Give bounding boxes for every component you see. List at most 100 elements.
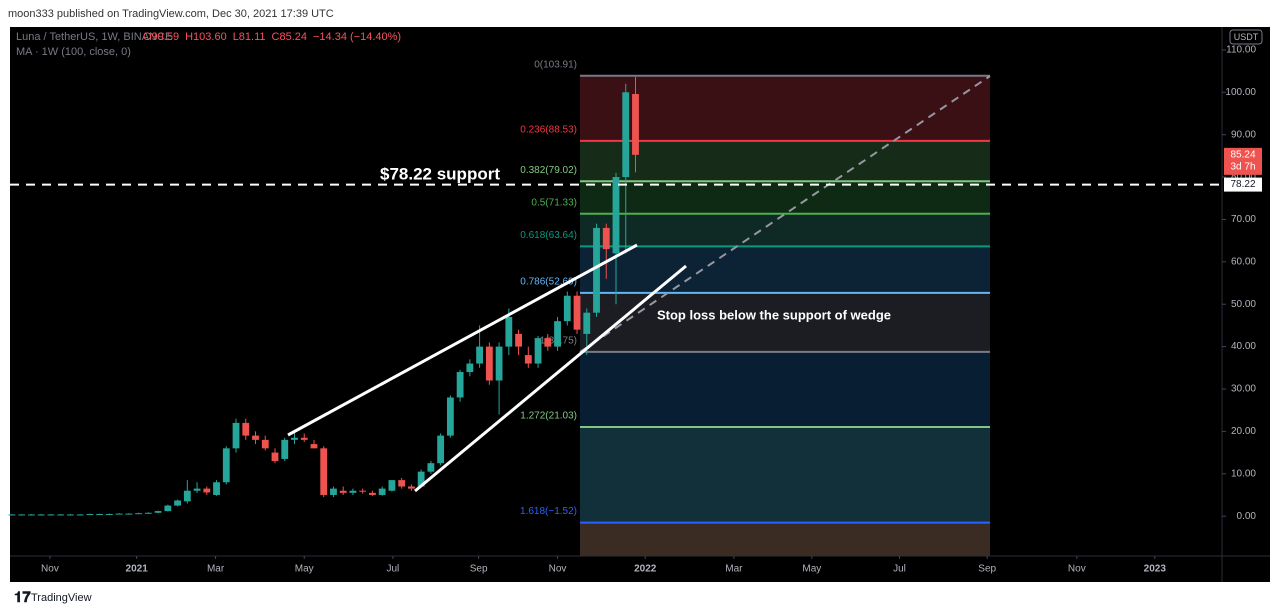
fib-label: 0.786(52.69) [520,276,577,287]
ohlc-value: O99.59 [143,31,179,43]
candle-body [86,514,94,516]
axes: 0.00 10.00 20.00 30.00 40.00 50.00 60.00 70.00 8… [41,45,1256,575]
support-annotation: $78.22 support [380,164,500,183]
candle-body [203,488,211,493]
candle-body [515,333,522,347]
candle-body [388,480,396,491]
candle-body [476,346,484,364]
candle-body [164,505,172,512]
y-tick-label: 0.00 [1237,511,1257,522]
candle-body [310,444,318,449]
fib-label: 0.5(71.33) [531,197,577,208]
candle-body [612,177,620,254]
candle-body [300,437,308,440]
candle-body [602,227,610,250]
candle-body [213,482,220,495]
candle-body [495,346,503,381]
x-tick-label: 2021 [126,564,149,575]
candle-body [252,435,259,440]
x-tick-label: Mar [725,564,743,575]
candle-body [174,500,181,506]
candle-body [232,422,240,449]
candle-body [330,488,337,495]
fib-levels: 0(103.91) 0.236(88.53) 0.382(79.02) 0.5(71.… [520,59,990,524]
candle-body [398,480,406,487]
candle-body [57,514,65,516]
candles [8,77,639,516]
candle-body [135,513,143,515]
candle-body [222,448,230,483]
symbol: Luna / TetherUS, 1W, BINANCE [16,31,172,43]
candle-body [291,437,298,440]
stop-annotation: Stop loss below the support of wedge [657,307,891,322]
price-tag [1224,147,1262,175]
ohlc: O99.59 H103.60 L81.11 C85.24 −14.34 (−14.40%… [143,31,401,43]
fib-label: 1.618(−1.52) [520,506,577,517]
candle-body [144,512,152,514]
fib-trend [579,75,991,353]
ohlc-value: L81.11 [233,31,266,43]
x-tick-label: Sep [978,564,996,575]
candle-body [524,355,532,364]
indicator: MA · 1W (100, close, 0) [16,46,131,58]
fib-label: 0.236(88.53) [520,125,577,136]
header: moon333 published on TradingView.com, De… [8,8,334,20]
fib-label: 0.382(79.02) [520,165,577,176]
candle-body [18,514,26,516]
candle-body [466,363,474,373]
candle-body [339,490,347,493]
ohlc-value: C85.24 [272,31,307,43]
fib-zone [580,427,990,523]
candle-body [281,439,289,459]
candle-body [320,448,328,495]
y-tick-label: 80.00 [1231,172,1256,183]
candle-body [407,486,415,489]
y-tick-label: 40.00 [1231,341,1256,352]
ohlc-value: −14.34 (−14.40%) [313,31,401,43]
y-tick-label: 50.00 [1231,299,1256,310]
candle-body [573,295,581,330]
x-tick-label: 2023 [1144,564,1167,575]
candle-body [183,490,191,502]
support-tag-label: 78.22 [1230,179,1255,190]
candle-body [563,295,571,322]
y-tick-label: 10.00 [1231,468,1256,479]
candle-body [28,514,35,516]
candle-body [261,439,269,449]
y-tick-label: 100.00 [1225,87,1256,98]
wedge-upper [287,243,638,437]
candle-body [271,452,279,462]
fib-label: 1.272(21.03) [520,411,577,422]
x-tick-label: Mar [207,564,225,575]
x-tick-label: Nov [549,564,567,575]
candle-body [505,316,513,347]
fib-zone [580,140,990,182]
candle-body [125,513,133,515]
countdown: 3d 7h [1230,161,1255,172]
candle-body [242,422,250,436]
candle-body [369,492,376,495]
y-tick-label: 110.00 [1226,45,1256,56]
candle-body [105,514,113,516]
fib-zone [580,213,990,247]
candle-body [622,92,630,178]
ohlc-value: H103.60 [185,31,227,43]
fib-zone [580,292,990,352]
candle-body [437,435,445,464]
footer: TradingView [31,592,92,604]
x-tick-label: Sep [470,564,488,575]
y-tick-label: 20.00 [1231,426,1256,437]
x-tick-label: May [802,564,821,575]
candle-body [593,227,600,313]
candle-body [115,513,123,515]
wedge-lower [414,264,687,493]
candle-body [8,514,16,516]
candle-body [417,471,425,487]
candle-body [154,511,162,513]
fib-zones [580,75,990,556]
candle-body [583,312,591,334]
candle-body [37,514,45,516]
candle-body [76,514,84,516]
candle-body [485,346,493,381]
